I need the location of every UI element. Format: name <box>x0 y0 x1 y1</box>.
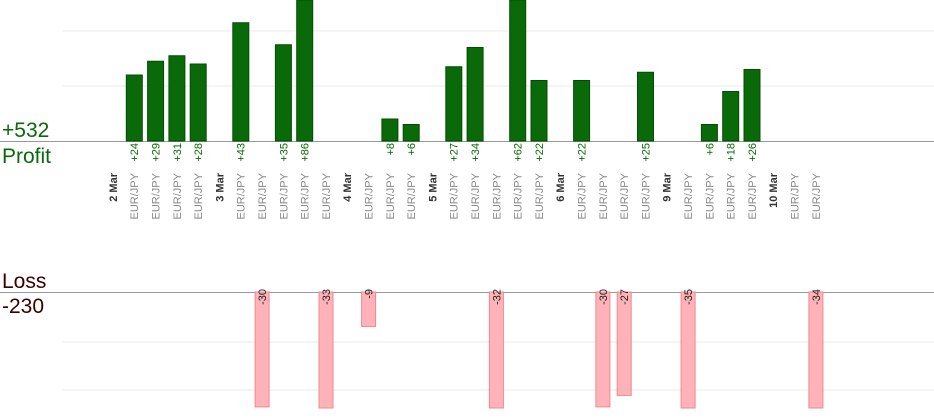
profit-bar <box>402 124 420 142</box>
symbol-label: EUR/JPY <box>576 172 588 219</box>
loss-bar <box>254 291 270 408</box>
profit-bar <box>509 0 527 142</box>
loss-value-label: -30 <box>598 289 610 305</box>
symbol-label: EUR/JPY <box>363 172 375 219</box>
loss-value-label: -33 <box>321 289 333 305</box>
profit-value-label: +62 <box>513 143 525 162</box>
symbol-label: EUR/JPY <box>640 172 652 219</box>
profit-bar <box>637 71 654 142</box>
profit-value-label: +8 <box>385 143 397 156</box>
symbol-label: EUR/JPY <box>619 172 631 219</box>
profit-value-label: +28 <box>193 143 205 162</box>
symbol-label: EUR/JPY <box>257 172 269 219</box>
symbol-label: EUR/JPY <box>321 172 333 219</box>
profit-bar <box>274 44 292 142</box>
loss-bar <box>488 291 504 409</box>
profit-bar <box>381 118 399 142</box>
profit-bar <box>466 47 484 142</box>
date-label: 6 Mar <box>555 172 567 201</box>
symbol-label: EUR/JPY <box>193 172 205 219</box>
loss-bar <box>680 291 696 409</box>
date-label: 4 Mar <box>342 172 354 201</box>
profit-bar <box>125 74 143 142</box>
profit-bar <box>573 80 591 142</box>
symbol-label: EUR/JPY <box>470 172 482 219</box>
symbol-label: EUR/JPY <box>150 172 162 219</box>
profit-value-label: +18 <box>726 143 738 162</box>
symbol-label: EUR/JPY <box>278 172 290 219</box>
symbol-label: EUR/JPY <box>236 172 248 219</box>
profit-bar <box>743 69 761 142</box>
loss-label: Loss <box>2 270 46 293</box>
loss-value-label: -35 <box>683 289 695 305</box>
profit-bar <box>296 0 314 142</box>
symbol-label: EUR/JPY <box>300 172 312 219</box>
symbol-label: EUR/JPY <box>385 172 397 219</box>
symbol-label: EUR/JPY <box>534 172 546 219</box>
loss-bar <box>361 291 377 327</box>
date-label: 3 Mar <box>214 172 226 201</box>
symbol-label: EUR/JPY <box>811 172 823 219</box>
loss-bar <box>318 291 334 409</box>
date-label: 10 Mar <box>768 172 780 208</box>
profit-label: Profit <box>2 145 51 168</box>
symbol-label: EUR/JPY <box>726 172 738 219</box>
symbol-label: EUR/JPY <box>491 172 503 219</box>
labels: 2 Mar EUR/JPY +24 EUR/JPY +29 EUR/JPY +31 EUR/J… <box>108 143 823 305</box>
profit-value-label: +6 <box>406 143 418 156</box>
symbol-label: EUR/JPY <box>747 172 759 219</box>
date-label: 9 Mar <box>662 172 674 201</box>
loss-value-label: -34 <box>811 289 823 305</box>
date-label: 2 Mar <box>108 172 120 201</box>
bars <box>125 0 824 409</box>
loss-value-label: -9 <box>363 289 375 299</box>
profit-value-label: +24 <box>129 143 141 162</box>
profit-bar <box>147 60 165 142</box>
loss-value-label: -27 <box>619 289 631 305</box>
profit-bar <box>722 91 740 142</box>
profit-value-label: +22 <box>534 143 546 162</box>
profit-value-label: +26 <box>747 143 759 162</box>
profit-bar <box>530 80 548 142</box>
profit-bar <box>700 124 718 142</box>
profit-value-label: +25 <box>640 143 652 162</box>
symbol-label: EUR/JPY <box>704 172 716 219</box>
loss-value-label: -32 <box>491 289 503 305</box>
symbol-label: EUR/JPY <box>513 172 525 219</box>
loss-bar <box>808 291 824 409</box>
symbol-label: EUR/JPY <box>449 172 461 219</box>
date-label: 5 Mar <box>427 172 439 201</box>
profit-value-label: +6 <box>704 143 716 156</box>
profit-value-label: +86 <box>300 143 312 162</box>
profit-value-label: +35 <box>278 143 290 162</box>
profit-value-label: +29 <box>150 143 162 162</box>
symbol-label: EUR/JPY <box>789 172 801 219</box>
profit-value-label: +27 <box>449 143 461 162</box>
symbol-label: EUR/JPY <box>598 172 610 219</box>
profit-total: +532 <box>2 119 49 142</box>
symbol-label: EUR/JPY <box>406 172 418 219</box>
symbol-label: EUR/JPY <box>172 172 184 219</box>
profit-value-label: +43 <box>236 143 248 162</box>
profit-bar <box>232 22 250 142</box>
profit-value-label: +22 <box>576 143 588 162</box>
loss-bar <box>595 291 611 408</box>
symbol-label: EUR/JPY <box>129 172 141 219</box>
loss-value-label: -30 <box>257 289 269 305</box>
profit-value-label: +34 <box>470 143 482 162</box>
profit-bar <box>189 63 207 142</box>
symbol-label: EUR/JPY <box>683 172 695 219</box>
loss-bar <box>616 291 632 396</box>
profit-bar <box>168 55 186 142</box>
profit-bar <box>445 66 463 142</box>
profit-value-label: +31 <box>172 143 184 162</box>
loss-total: -230 <box>2 295 44 318</box>
